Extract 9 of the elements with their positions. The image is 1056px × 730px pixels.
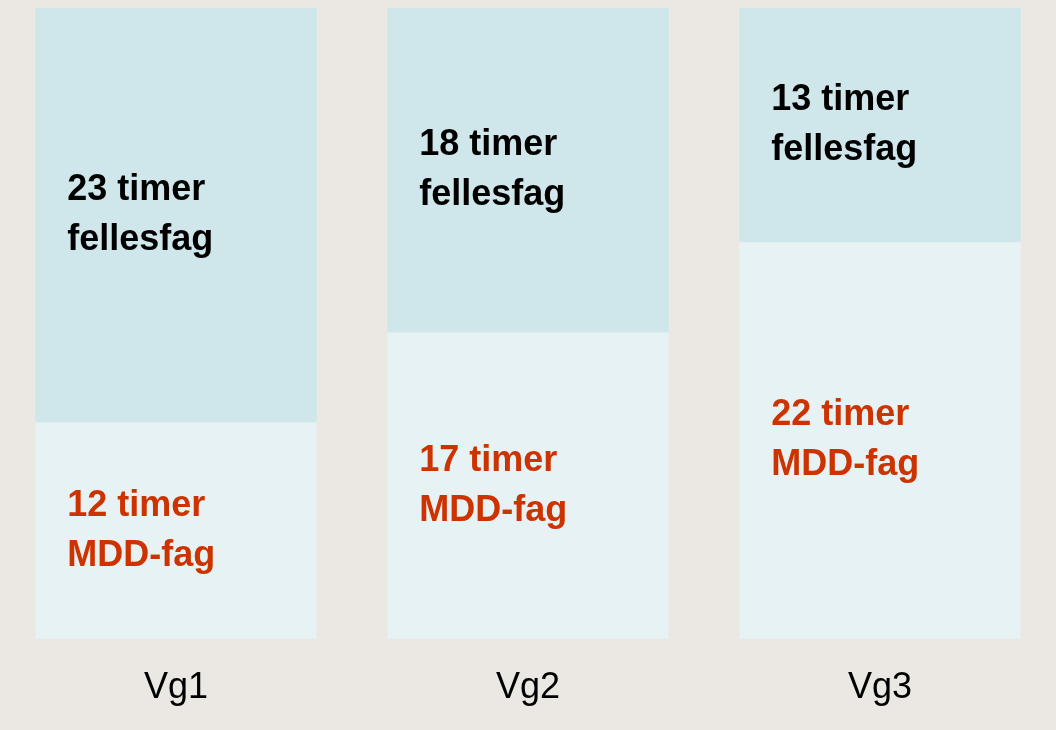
x-tick-label: Vg1: [143, 665, 209, 707]
data-label: 17 timer MDD-fag: [419, 437, 568, 529]
data-label: 12 timer MDD-fag: [67, 482, 216, 574]
data-label: 13 timer fellesfag: [771, 77, 918, 169]
data-label: 23 timer fellesfag: [67, 167, 214, 259]
data-label: 22 timer MDD-fag: [771, 392, 920, 484]
data-label: 18 timer fellesfag: [419, 122, 566, 214]
x-tick-label: Vg2: [495, 665, 561, 707]
x-tick-label: Vg3: [847, 665, 913, 707]
